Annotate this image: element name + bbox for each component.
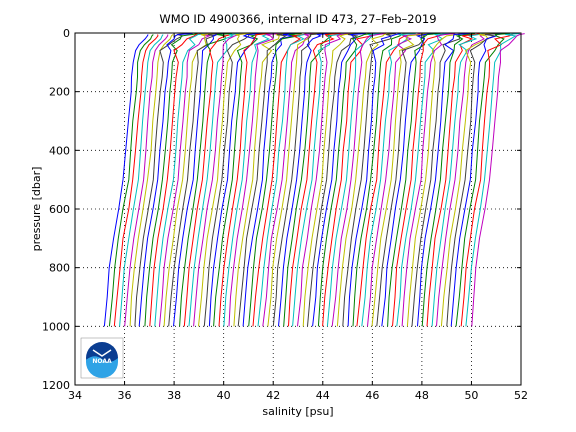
profile-line: [237, 33, 292, 327]
profile-line: [183, 33, 238, 327]
x-tick-label: 38: [167, 389, 181, 402]
x-tick-label: 46: [365, 389, 379, 402]
logo-wave: [86, 356, 118, 378]
profile-line: [108, 34, 154, 327]
x-tick-label: 36: [118, 389, 132, 402]
profile-line: [267, 33, 322, 327]
profile-line: [436, 33, 491, 327]
profile-line: [188, 33, 243, 327]
y-tick-label: 1000: [42, 320, 70, 333]
profile-line: [144, 33, 198, 327]
x-tick-label: 52: [514, 389, 528, 402]
y-tick-label: 800: [49, 262, 70, 275]
profile-line: [218, 33, 273, 327]
noaa-logo: NOAA: [80, 337, 124, 379]
profile-line: [297, 33, 352, 327]
x-axis-label: salinity [psu]: [262, 405, 333, 418]
profile-line: [336, 33, 391, 327]
profile-line: [193, 33, 248, 327]
profile-line: [198, 33, 253, 327]
profile-line: [450, 33, 505, 327]
profile-line: [163, 33, 218, 327]
axis-ticks: 34 36 38 40 42 44 46 48 50 52 0 200 400 600 800 1000 120…: [42, 27, 528, 402]
profile-line: [292, 33, 347, 327]
profile-line: [317, 33, 372, 327]
profile-line: [331, 33, 387, 327]
profile-line: [257, 33, 312, 327]
grid-lines: [75, 33, 521, 385]
profile-line: [471, 33, 525, 327]
profile-line: [406, 33, 461, 327]
profile-line: [223, 33, 277, 327]
profile-line: [242, 33, 297, 327]
profile-line: [307, 33, 362, 327]
x-tick-label: 44: [316, 389, 330, 402]
profile-line: [129, 34, 174, 327]
x-tick-label: 48: [415, 389, 429, 402]
profile-lines: [103, 33, 525, 327]
profile-line: [113, 34, 159, 327]
profile-line: [203, 33, 258, 327]
profile-line: [262, 33, 317, 327]
chart-title: WMO ID 4900366, internal ID 473, 27–Feb–…: [159, 12, 436, 26]
profile-line: [124, 34, 169, 327]
y-tick-label: 1200: [42, 379, 70, 392]
profile-line: [272, 33, 327, 327]
profile-line: [302, 33, 357, 327]
profile-line: [179, 33, 233, 327]
profile-line: [103, 34, 149, 327]
profile-line: [367, 33, 421, 327]
profile-line: [134, 33, 188, 327]
profile-line: [208, 33, 263, 327]
profile-line: [342, 33, 396, 327]
profile-line: [376, 33, 431, 327]
y-tick-label: 200: [49, 86, 70, 99]
profile-line: [426, 33, 481, 327]
profile-line: [352, 33, 406, 327]
profile-line: [401, 33, 456, 327]
profile-line: [173, 33, 228, 327]
profile-line: [460, 33, 515, 327]
profile-line: [228, 33, 282, 327]
profile-line: [288, 33, 342, 327]
profile-line: [233, 33, 287, 327]
y-tick-label: 600: [49, 203, 70, 216]
profile-line: [356, 33, 411, 327]
profile-line: [440, 33, 496, 327]
profile-line: [387, 33, 441, 327]
profile-line: [421, 33, 476, 327]
y-tick-label: 0: [63, 27, 70, 40]
axes-background: [75, 33, 521, 385]
profile-line: [119, 34, 164, 327]
logo-lettering: NOAA: [92, 358, 112, 365]
x-tick-label: 42: [266, 389, 280, 402]
profile-line: [326, 33, 382, 327]
profile-line: [465, 33, 520, 327]
profile-line: [347, 33, 401, 327]
y-axis-label: pressure [dbar]: [30, 167, 43, 252]
profile-line: [431, 33, 486, 327]
x-tick-label: 50: [464, 389, 478, 402]
y-tick-label: 400: [49, 144, 70, 157]
profile-line: [252, 33, 307, 327]
profile-line: [149, 33, 203, 327]
x-tick-label: 34: [68, 389, 82, 402]
profile-line: [154, 33, 208, 327]
logo-gull: [92, 349, 112, 357]
profile-line: [168, 33, 223, 327]
profile-line: [371, 33, 426, 327]
profile-line: [322, 33, 377, 327]
profile-line: [248, 33, 302, 327]
profile-line: [138, 33, 193, 327]
profile-line: [392, 33, 446, 327]
profile-line: [396, 33, 451, 327]
profile-line: [278, 33, 332, 327]
profile-line: [417, 33, 471, 327]
x-tick-label: 40: [217, 389, 231, 402]
